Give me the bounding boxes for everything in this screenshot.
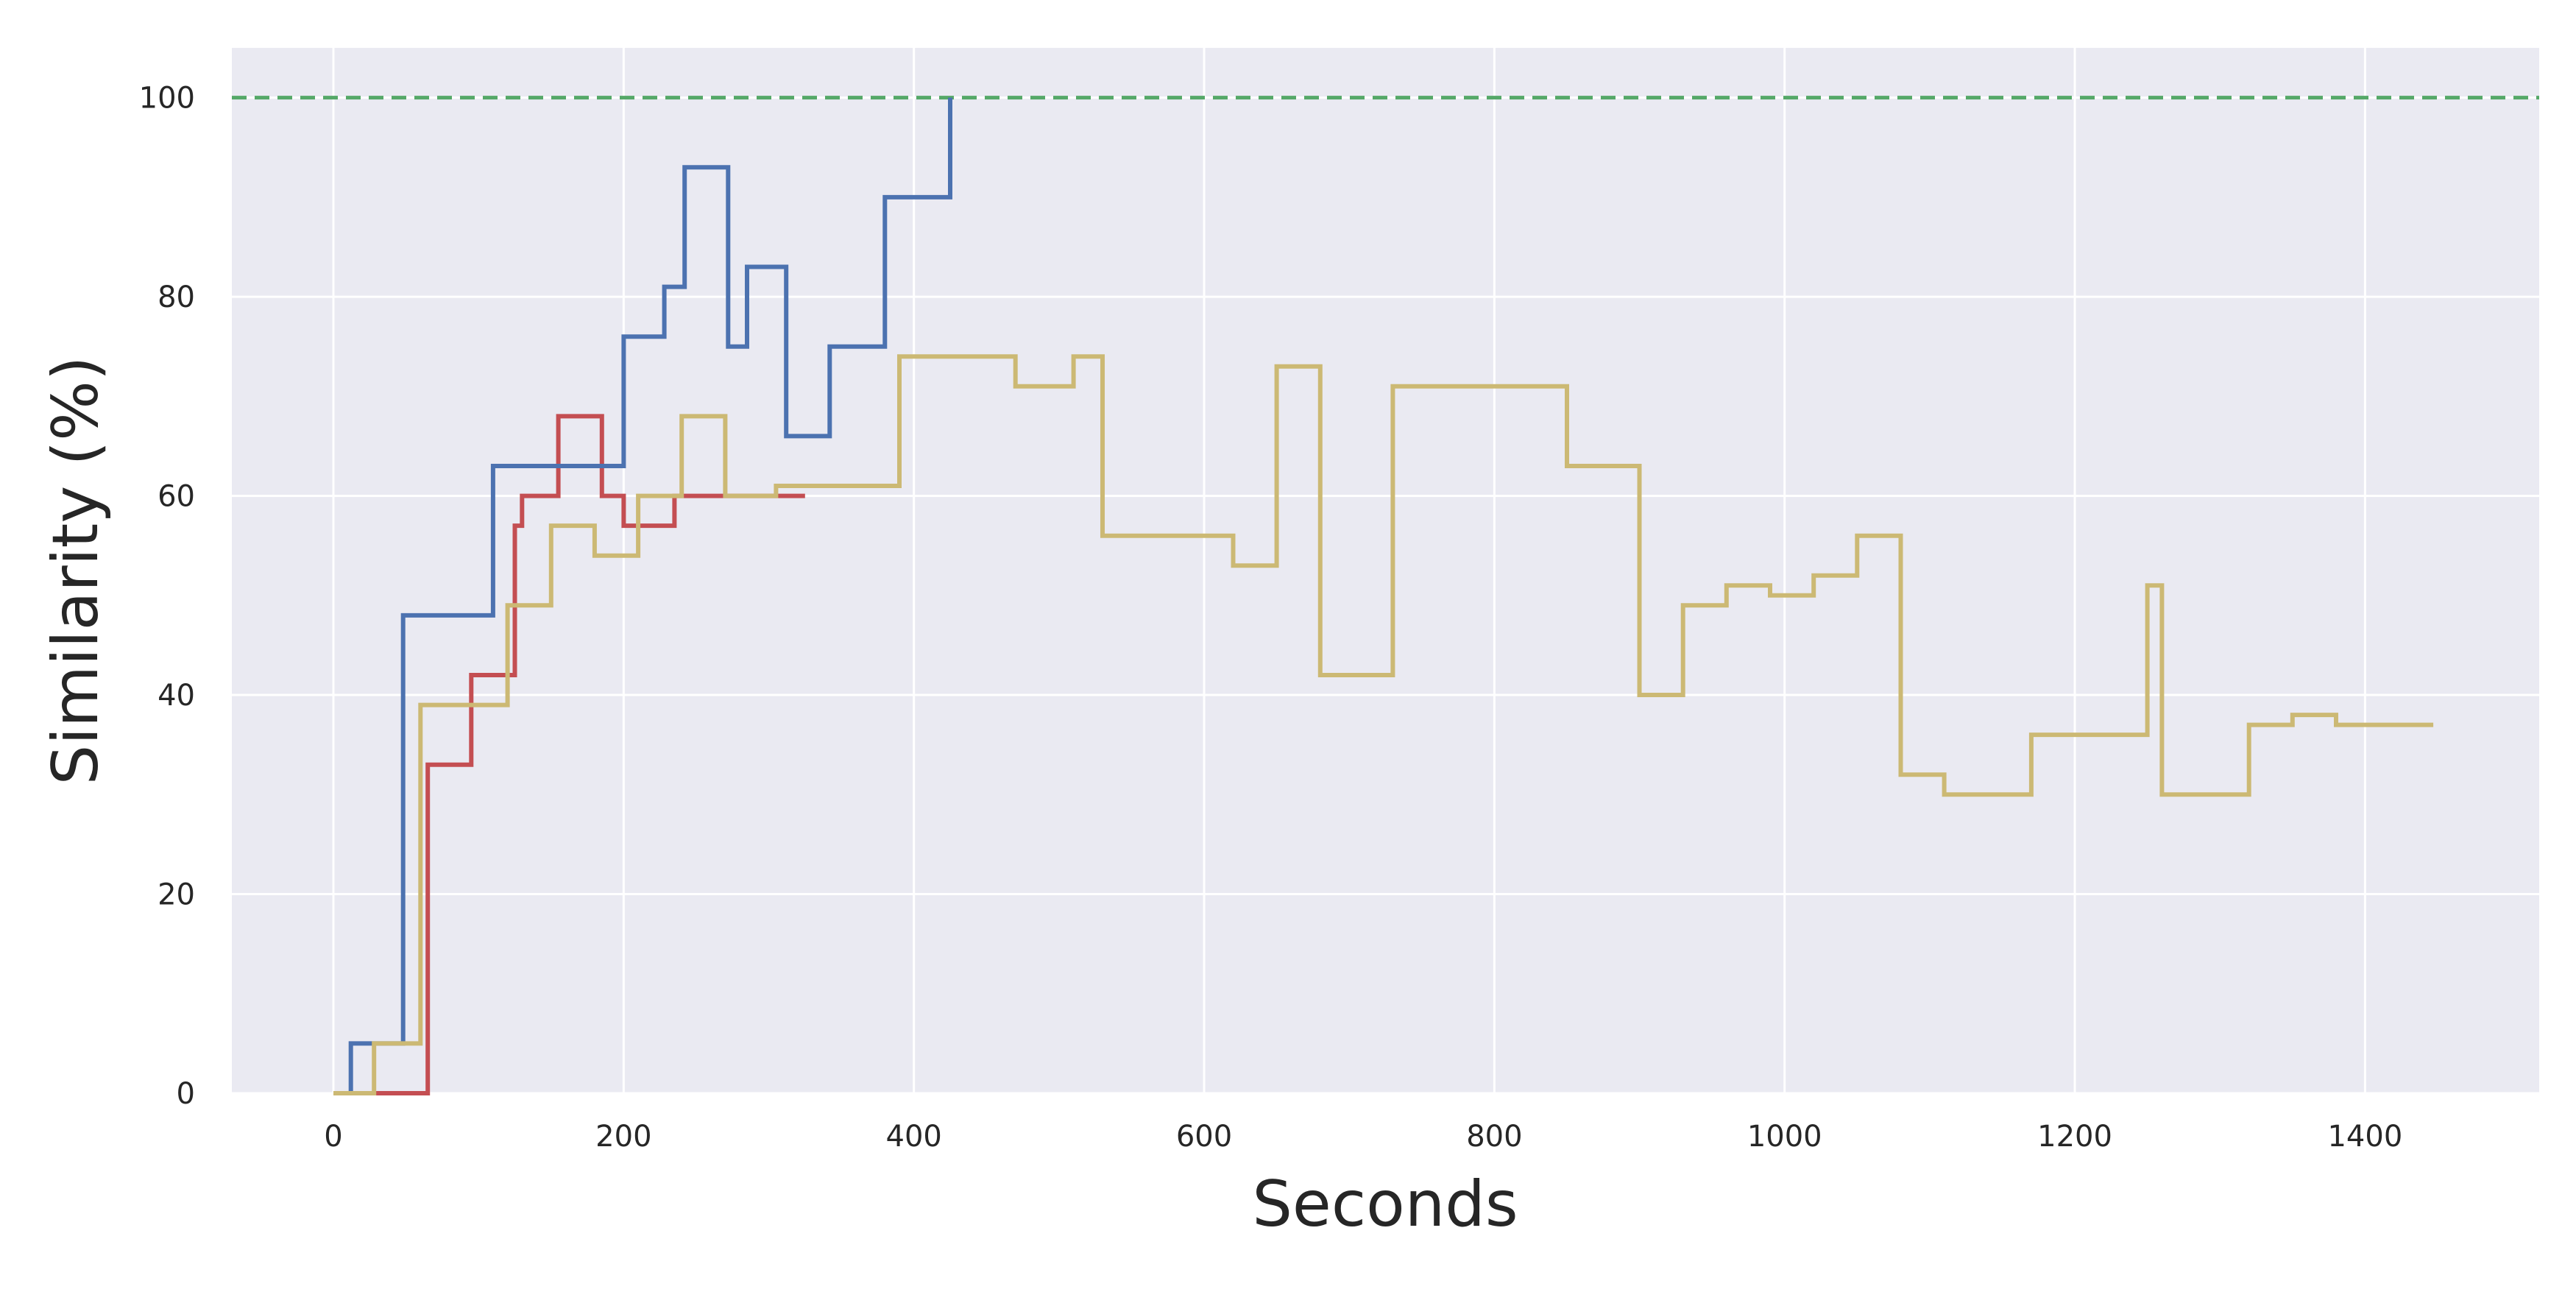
x-tick-labels: 0 200 400 600 800 1000 1200 1400 bbox=[324, 1120, 2402, 1154]
plot-background bbox=[232, 48, 2539, 1093]
x-tick-label-1: 200 bbox=[595, 1120, 651, 1154]
x-tick-label-0: 0 bbox=[324, 1120, 342, 1154]
x-axis-title: Seconds bbox=[1252, 1168, 1518, 1241]
series-line-1 bbox=[333, 97, 952, 1095]
x-grid-lines bbox=[332, 48, 2366, 1093]
y-tick-label-1: 20 bbox=[158, 878, 195, 912]
y-tick-labels: 0 20 40 60 80 100 bbox=[139, 82, 195, 1111]
x-tick-label-7: 1400 bbox=[2327, 1120, 2402, 1154]
series-layer bbox=[333, 97, 2434, 1095]
y-tick-label-4: 80 bbox=[158, 280, 195, 314]
x-tick-label-4: 800 bbox=[1466, 1120, 1522, 1154]
x-tick-label-6: 1200 bbox=[2037, 1120, 2112, 1154]
y-axis-title: Similarity (%) bbox=[39, 356, 113, 786]
y-tick-label-2: 40 bbox=[158, 679, 195, 713]
y-tick-label-5: 100 bbox=[139, 82, 195, 116]
series-line-2 bbox=[333, 354, 2434, 1095]
series-line-0 bbox=[333, 414, 805, 1095]
y-tick-label-0: 0 bbox=[177, 1077, 195, 1111]
x-tick-label-2: 400 bbox=[886, 1120, 942, 1154]
x-tick-label-3: 600 bbox=[1176, 1120, 1232, 1154]
x-tick-label-5: 1000 bbox=[1747, 1120, 1822, 1154]
y-tick-label-3: 60 bbox=[158, 480, 195, 514]
